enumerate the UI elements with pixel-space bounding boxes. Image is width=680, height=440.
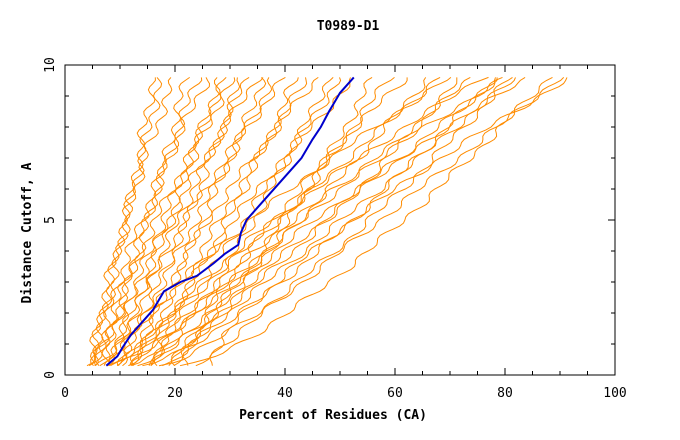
series-line xyxy=(94,77,221,367)
x-tick-label: 0 xyxy=(61,386,69,401)
series-line xyxy=(116,77,267,367)
series-line xyxy=(142,77,498,367)
y-tick-label: 0 xyxy=(43,371,58,379)
series-line xyxy=(148,77,496,366)
series-line xyxy=(182,77,408,366)
x-tick-label: 20 xyxy=(167,386,183,401)
series-line xyxy=(116,77,273,366)
plot-frame xyxy=(64,64,616,376)
series-line xyxy=(129,76,471,366)
series-line xyxy=(122,77,452,367)
series-layer xyxy=(86,76,568,367)
series-line xyxy=(101,77,236,366)
series-line xyxy=(158,76,513,367)
x-tick-label: 80 xyxy=(497,386,513,401)
chart-title: T0989-D1 xyxy=(317,19,380,34)
series-line xyxy=(162,76,373,367)
series-line xyxy=(129,77,308,366)
tick-layer: 0 20 40 60 80 100 0 5 10 xyxy=(43,57,627,401)
x-tick-label: 40 xyxy=(277,386,293,401)
series-line xyxy=(152,77,351,367)
series-line xyxy=(99,77,227,367)
x-axis-label: Percent of Residues (CA) xyxy=(239,408,427,423)
series-line xyxy=(137,77,334,367)
plot-area: 0 20 40 60 80 100 0 5 10 xyxy=(43,57,627,401)
series-line xyxy=(173,77,395,367)
x-tick-label: 100 xyxy=(603,386,626,401)
series-line xyxy=(118,76,286,367)
series-line xyxy=(108,77,241,366)
series-line xyxy=(110,76,441,367)
series-line xyxy=(108,77,264,367)
series-line xyxy=(103,76,250,366)
series-line xyxy=(131,77,458,367)
series-line xyxy=(88,76,190,367)
series-line xyxy=(150,76,503,366)
series-line xyxy=(128,77,299,367)
series-line xyxy=(170,76,526,367)
series-line xyxy=(209,77,568,366)
y-axis-label: Distance Cutoff, A xyxy=(20,162,35,303)
x-tick-label: 60 xyxy=(387,386,403,401)
series-line xyxy=(131,76,489,367)
series-line xyxy=(195,77,565,367)
series-line xyxy=(130,76,319,366)
y-tick-label: 5 xyxy=(43,216,58,224)
series-line xyxy=(93,77,211,367)
series-line xyxy=(89,77,163,366)
highlight-series-line xyxy=(105,76,355,367)
series-line xyxy=(168,77,516,367)
series-line xyxy=(89,77,173,367)
y-tick-label: 10 xyxy=(43,57,58,73)
